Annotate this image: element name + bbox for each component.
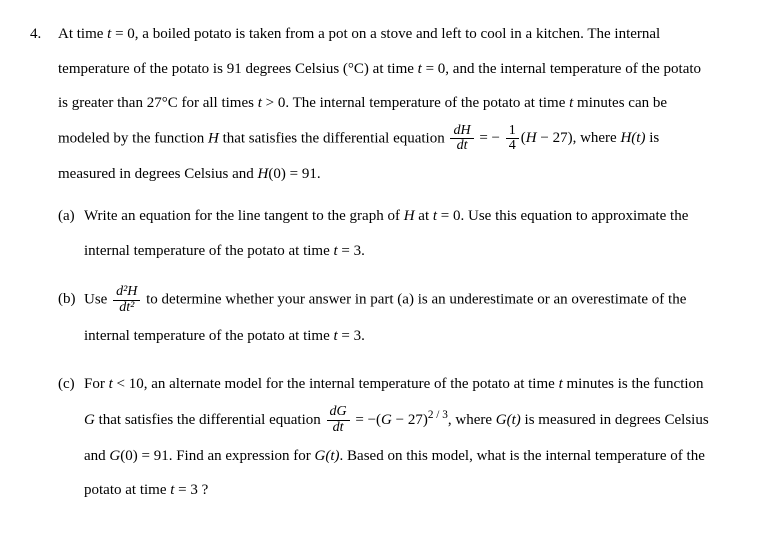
text: internal temperature of the potato at ti… xyxy=(84,328,334,344)
text: = 3. xyxy=(338,328,365,344)
part-text: For t < 10, an alternate model for the i… xyxy=(84,370,709,510)
line: internal temperature of the potato at ti… xyxy=(84,237,688,266)
text: that satisfies the differential equation xyxy=(95,412,325,428)
frac-1-4: 14 xyxy=(506,124,519,154)
stem-line-1: At time t = 0, a boiled potato is taken … xyxy=(58,20,739,49)
text: measured in degrees Celsius and xyxy=(58,166,258,182)
text: , where xyxy=(448,412,496,428)
den: 4 xyxy=(506,139,519,154)
var-H: H xyxy=(404,208,415,224)
line: and G(0) = 91. Find an expression for G(… xyxy=(84,442,709,471)
num: d²H xyxy=(113,285,140,301)
text: is measured in degrees Celsius xyxy=(521,412,709,428)
num: dG xyxy=(327,405,350,421)
var-H: H xyxy=(526,130,537,146)
text: = −( xyxy=(352,412,381,428)
parts: (a) Write an equation for the line tange… xyxy=(58,202,739,510)
den: dt xyxy=(327,421,350,436)
diff-eq-G: dGdt = −(G − 27)2 / 3, where G(t) is mea… xyxy=(325,412,709,428)
part-b: (b) Use d²Hdt² to determine whether your… xyxy=(58,285,739,356)
part-c: (c) For t < 10, an alternate model for t… xyxy=(58,370,739,510)
text: Use xyxy=(84,292,111,308)
var-H: H xyxy=(208,130,219,146)
var-G: G xyxy=(84,412,95,428)
var-H: H xyxy=(258,166,269,182)
text: − 27) xyxy=(392,412,428,428)
diff-eq-H: dHdt = − 14(H − 27), where H(t) is xyxy=(448,130,659,146)
stem-line-5: measured in degrees Celsius and H(0) = 9… xyxy=(58,160,739,189)
text: = 3 ? xyxy=(174,482,208,498)
frac-d2H-dt2: d²Hdt² xyxy=(113,285,140,315)
part-text: Use d²Hdt² to determine whether your ans… xyxy=(84,285,686,356)
line: For t < 10, an alternate model for the i… xyxy=(84,370,709,399)
part-text: Write an equation for the line tangent t… xyxy=(84,202,688,271)
text: to determine whether your answer in part… xyxy=(142,292,686,308)
text: minutes is the function xyxy=(563,376,704,392)
line: internal temperature of the potato at ti… xyxy=(84,322,686,351)
text: . Based on this model, what is the inter… xyxy=(340,448,705,464)
line: Use d²Hdt² to determine whether your ans… xyxy=(84,285,686,315)
text: internal temperature of the potato at ti… xyxy=(84,243,334,259)
num: 1 xyxy=(506,124,519,140)
problem-number: 4. xyxy=(30,20,58,525)
text: = 0. Use this equation to approximate th… xyxy=(437,208,688,224)
text: is greater than 27°C for all times xyxy=(58,95,258,111)
text: Write an equation for the line tangent t… xyxy=(84,208,404,224)
text: At time xyxy=(58,26,107,42)
text: modeled by the function xyxy=(58,130,208,146)
text: (0) = 91. Find an expression for xyxy=(120,448,314,464)
text: > 0. The internal temperature of the pot… xyxy=(262,95,569,111)
stem-line-2: temperature of the potato is 91 degrees … xyxy=(58,55,739,84)
var-G: G xyxy=(109,448,120,464)
text: that satisfies the differential equation xyxy=(219,130,449,146)
text: and xyxy=(84,448,109,464)
var-Ht: H(t) xyxy=(620,130,645,146)
var-Gt: G(t) xyxy=(496,412,521,428)
frac-dH-dt: dHdt xyxy=(450,124,473,154)
text: = 3. xyxy=(338,243,365,259)
line: potato at time t = 3 ? xyxy=(84,476,709,505)
part-label: (c) xyxy=(58,370,84,510)
frac-dG-dt: dGdt xyxy=(327,405,350,435)
var-Gt: G(t) xyxy=(315,448,340,464)
stem-line-3: is greater than 27°C for all times t > 0… xyxy=(58,89,739,118)
stem-line-4: modeled by the function H that satisfies… xyxy=(58,124,739,154)
num: dH xyxy=(450,124,473,140)
exponent: 2 / 3 xyxy=(428,409,448,421)
equals-neg: = − xyxy=(476,130,504,146)
text: is xyxy=(645,130,659,146)
problem-stem: At time t = 0, a boiled potato is taken … xyxy=(58,20,739,188)
text: − 27), where xyxy=(537,130,621,146)
part-label: (a) xyxy=(58,202,84,271)
part-label: (b) xyxy=(58,285,84,356)
text: potato at time xyxy=(84,482,170,498)
problem-4: 4. At time t = 0, a boiled potato is tak… xyxy=(30,20,739,525)
text: < 10, an alternate model for the interna… xyxy=(113,376,559,392)
text: = 0, a boiled potato is taken from a pot… xyxy=(111,26,660,42)
text: For xyxy=(84,376,109,392)
problem-body: At time t = 0, a boiled potato is taken … xyxy=(58,20,739,525)
var-G: G xyxy=(381,412,392,428)
line: Write an equation for the line tangent t… xyxy=(84,202,688,231)
text: at xyxy=(415,208,433,224)
text: (0) = 91. xyxy=(268,166,320,182)
den: dt² xyxy=(113,301,140,316)
text: temperature of the potato is 91 degrees … xyxy=(58,61,418,77)
part-a: (a) Write an equation for the line tange… xyxy=(58,202,739,271)
den: dt xyxy=(450,139,473,154)
text: = 0, and the internal temperature of the… xyxy=(422,61,701,77)
text: minutes can be xyxy=(573,95,667,111)
line: G that satisfies the differential equati… xyxy=(84,405,709,436)
